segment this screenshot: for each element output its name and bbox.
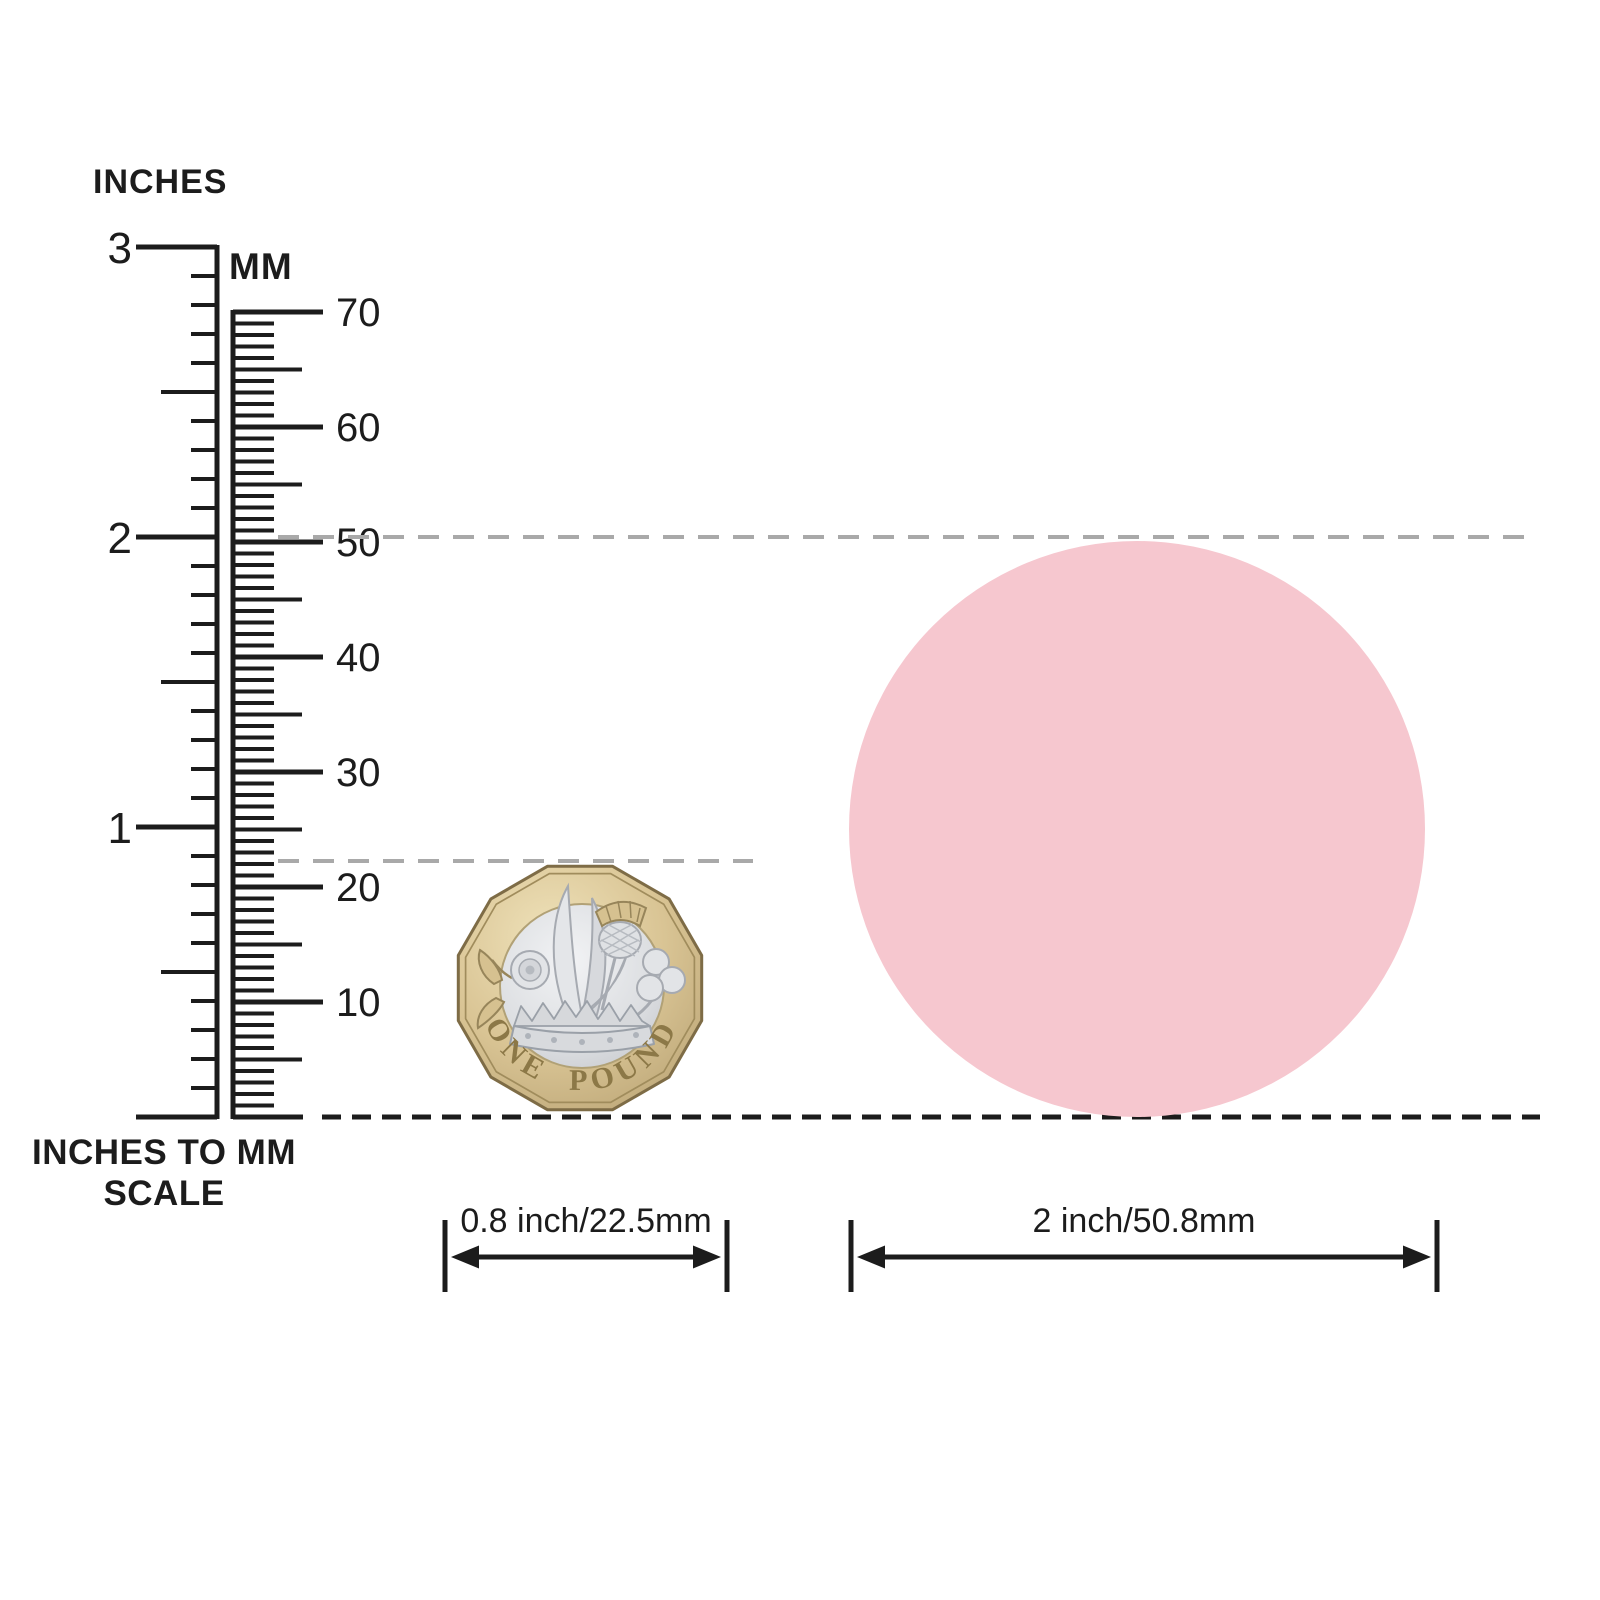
coin-dimension-label: 0.8 inch/22.5mm bbox=[460, 1202, 712, 1240]
arrowhead-left bbox=[857, 1245, 885, 1269]
thistle-head-hatching bbox=[598, 923, 642, 957]
mm-tick-label: 70 bbox=[336, 291, 381, 335]
circle-dimension-label: 2 inch/50.8mm bbox=[1032, 1202, 1256, 1240]
mm-scale-title: MM bbox=[229, 246, 293, 287]
inch-tick-label: 1 bbox=[108, 804, 132, 853]
inch-tick-label: 3 bbox=[108, 224, 132, 273]
crown-jewel bbox=[525, 1033, 531, 1039]
crown-zigzag bbox=[513, 1000, 651, 1027]
arrowhead-right bbox=[693, 1245, 721, 1269]
dimension-arrow-coin bbox=[442, 1220, 730, 1292]
scale-caption: INCHES TO MM SCALE bbox=[12, 1132, 316, 1214]
thistle-cap-hatching bbox=[605, 900, 641, 923]
mm-tick-label: 30 bbox=[336, 751, 381, 795]
dimension-arrows bbox=[442, 1220, 1440, 1292]
mm-tick-label: 50 bbox=[336, 521, 381, 565]
mm-tick-label: 10 bbox=[336, 981, 381, 1025]
dimension-arrow-circle bbox=[848, 1220, 1440, 1292]
pink-size-circle bbox=[849, 541, 1425, 1117]
inch-mm-ruler: 1 2 3 10 20 30 40 50 60 70 bbox=[108, 224, 381, 1120]
crown-jewel bbox=[633, 1032, 639, 1038]
crown-jewel bbox=[607, 1037, 613, 1043]
scale-caption-line2: SCALE bbox=[103, 1174, 225, 1213]
leek-leaf bbox=[580, 897, 607, 1020]
rose-stem bbox=[491, 959, 513, 980]
coin-inner-engraved-line bbox=[464, 872, 696, 1104]
crown-jewel bbox=[579, 1039, 585, 1045]
shamrock-leaf bbox=[642, 948, 670, 976]
inches-scale-title: INCHES bbox=[93, 163, 228, 201]
mm-tick-label: 60 bbox=[336, 406, 381, 450]
arrowhead-right bbox=[1403, 1245, 1431, 1269]
mm-tick-label: 20 bbox=[336, 866, 381, 910]
crown-jewel bbox=[551, 1037, 557, 1043]
rose-leaf-gold bbox=[477, 948, 504, 986]
leek-leaf bbox=[552, 882, 584, 1020]
rose-center bbox=[525, 965, 535, 975]
crown-band bbox=[509, 1025, 655, 1053]
guide-lines bbox=[278, 535, 1540, 1120]
one-pound-coin: ONE POUND bbox=[456, 864, 704, 1112]
shamrock-leaf bbox=[636, 974, 664, 1002]
mm-tick-label: 40 bbox=[336, 636, 381, 680]
scale-caption-line1: INCHES TO MM bbox=[32, 1133, 296, 1172]
arrowhead-left bbox=[451, 1245, 479, 1269]
inch-tick-label: 2 bbox=[108, 514, 132, 563]
rose-leaf-gold bbox=[476, 996, 506, 1030]
